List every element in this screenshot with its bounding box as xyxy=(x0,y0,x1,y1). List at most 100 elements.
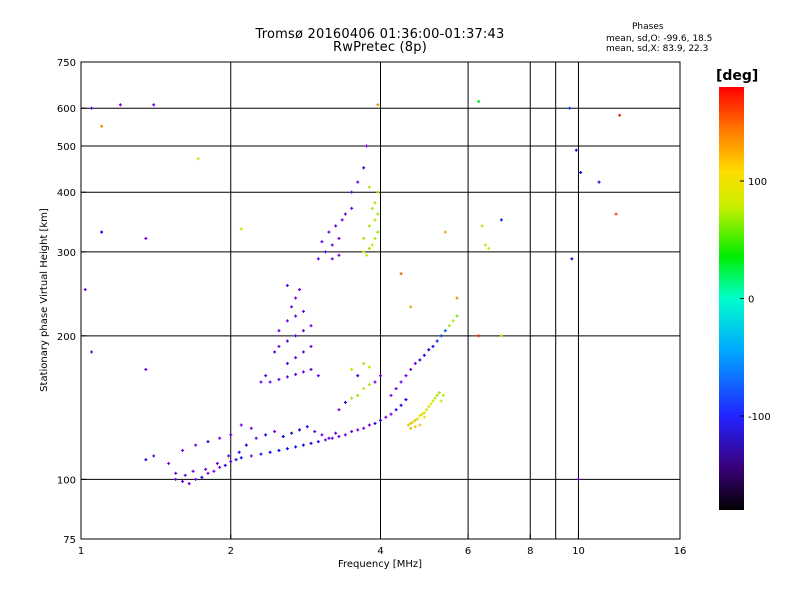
data-point xyxy=(370,206,374,210)
data-point xyxy=(350,430,354,434)
data-point xyxy=(301,329,305,333)
data-point xyxy=(181,479,185,483)
colorbar-tick-label: 100 xyxy=(748,177,767,188)
data-point xyxy=(237,450,241,454)
data-point xyxy=(409,305,413,309)
data-point xyxy=(416,417,420,421)
data-point xyxy=(365,144,369,148)
data-point xyxy=(350,190,354,194)
data-point xyxy=(100,124,104,128)
data-point xyxy=(431,399,435,403)
colorbar-tick-label: 0 xyxy=(748,295,754,306)
data-point xyxy=(330,257,334,261)
data-point xyxy=(301,309,305,313)
x-tick-label: 2 xyxy=(228,546,234,557)
data-point xyxy=(362,166,366,170)
data-point xyxy=(409,426,413,430)
data-point xyxy=(373,421,377,425)
data-point xyxy=(290,431,294,435)
data-point xyxy=(418,423,422,427)
data-point xyxy=(367,224,371,228)
data-point xyxy=(90,106,94,110)
data-point xyxy=(223,463,227,467)
data-point xyxy=(239,423,243,427)
data-point xyxy=(298,428,302,432)
data-point xyxy=(320,433,324,437)
data-point xyxy=(249,454,253,458)
data-point xyxy=(499,218,503,222)
data-point xyxy=(100,230,104,234)
data-point xyxy=(229,433,233,437)
y-axis-label: Stationary phase Virtual Height [km] xyxy=(39,208,50,392)
data-point xyxy=(183,473,187,477)
data-point xyxy=(323,250,327,254)
data-point xyxy=(399,403,403,407)
data-point xyxy=(367,365,371,369)
data-point xyxy=(285,339,289,343)
data-point xyxy=(435,339,439,343)
data-point xyxy=(409,421,413,425)
data-point xyxy=(181,448,185,452)
data-point xyxy=(443,329,447,333)
data-point xyxy=(259,380,263,384)
data-point xyxy=(327,230,331,234)
data-point xyxy=(244,443,248,447)
data-point xyxy=(384,415,388,419)
data-point xyxy=(268,450,272,454)
y-tick-label: 750 xyxy=(57,58,76,69)
data-point xyxy=(367,423,371,427)
data-point xyxy=(422,353,426,357)
data-point xyxy=(277,329,281,333)
data-point xyxy=(413,425,417,429)
data-point xyxy=(425,408,429,412)
data-point xyxy=(420,412,424,416)
data-point xyxy=(294,372,298,376)
data-point xyxy=(320,240,324,244)
data-point xyxy=(337,435,341,439)
data-point xyxy=(376,190,380,194)
data-point xyxy=(196,157,200,161)
data-point xyxy=(298,288,302,292)
data-point xyxy=(294,445,298,449)
data-point xyxy=(323,438,327,442)
data-point xyxy=(406,423,410,427)
data-point xyxy=(227,454,231,458)
x-axis-label: Frequency [MHz] xyxy=(338,559,422,570)
data-point xyxy=(273,350,277,354)
data-point xyxy=(313,430,317,434)
data-point xyxy=(281,435,285,439)
data-point xyxy=(394,387,398,391)
data-point xyxy=(455,314,459,318)
data-points xyxy=(83,99,622,486)
data-point xyxy=(118,103,122,107)
data-point xyxy=(152,454,156,458)
data-point xyxy=(204,467,208,471)
data-point xyxy=(309,324,313,328)
data-point xyxy=(194,443,198,447)
x-tick-label: 6 xyxy=(465,546,471,557)
data-point xyxy=(350,206,354,210)
data-point xyxy=(487,246,491,250)
data-point xyxy=(285,447,289,451)
x-tick-label: 16 xyxy=(674,546,687,557)
chart-title: Tromsø 20160406 01:36:00-01:37:43 xyxy=(255,27,505,42)
data-point xyxy=(277,377,281,381)
data-point xyxy=(480,224,484,228)
data-point xyxy=(399,272,403,276)
data-point xyxy=(411,420,415,424)
data-point xyxy=(191,469,195,473)
data-point xyxy=(294,334,298,338)
data-point xyxy=(294,296,298,300)
data-point xyxy=(447,324,451,328)
data-point xyxy=(327,436,331,440)
data-point xyxy=(330,243,334,247)
data-point xyxy=(144,458,148,462)
data-point xyxy=(579,170,583,174)
data-point xyxy=(90,350,94,354)
data-point xyxy=(568,106,572,110)
data-point xyxy=(394,408,398,412)
data-point xyxy=(215,461,219,465)
grid-lines xyxy=(81,62,680,539)
x-tick-label: 8 xyxy=(527,546,533,557)
